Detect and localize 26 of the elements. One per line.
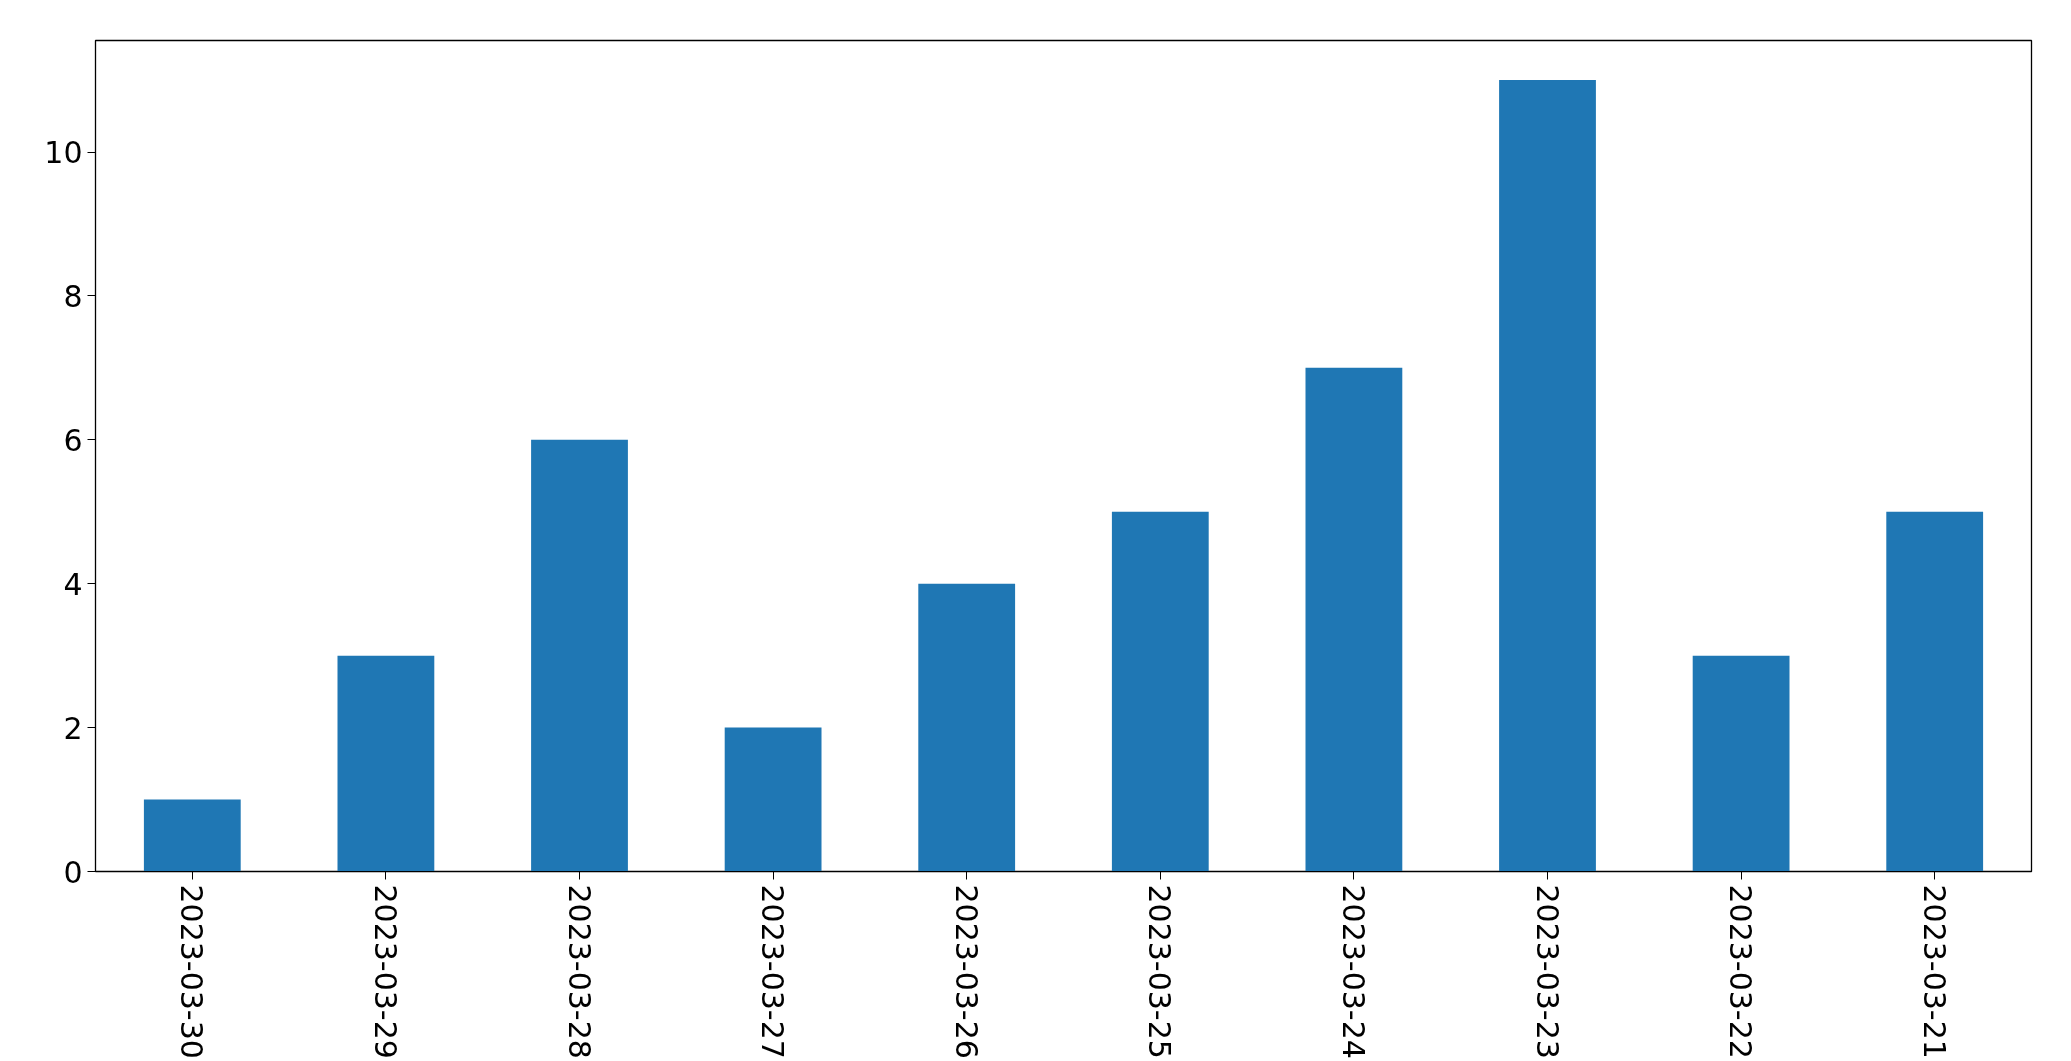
y-tick-label: 6 <box>63 422 83 458</box>
x-tick-label: 2023-03-30 <box>174 884 210 1059</box>
x-tick-label: 2023-03-21 <box>1916 884 1952 1059</box>
y-tick-label: 2 <box>63 710 83 746</box>
bar <box>143 799 241 872</box>
x-tick-label: 2023-03-23 <box>1529 884 1565 1059</box>
y-tick-label: 8 <box>63 278 83 314</box>
y-tick-label: 10 <box>44 135 83 171</box>
x-tick-label: 2023-03-29 <box>367 884 403 1059</box>
x-tick-label: 2023-03-22 <box>1723 884 1759 1059</box>
bar <box>1886 511 1984 872</box>
y-tick-label: 0 <box>63 854 83 890</box>
bar <box>1111 511 1209 872</box>
bar <box>1305 367 1403 872</box>
bar <box>1692 655 1790 872</box>
y-tick-label: 4 <box>63 566 83 602</box>
bar <box>531 439 628 872</box>
bar <box>337 655 435 872</box>
x-tick-label: 2023-03-28 <box>561 884 597 1059</box>
bar <box>1499 80 1596 872</box>
x-tick-label: 2023-03-25 <box>1142 884 1178 1059</box>
x-tick-label: 2023-03-27 <box>755 884 791 1059</box>
bar <box>724 727 822 872</box>
x-tick-label: 2023-03-26 <box>948 884 984 1059</box>
x-tick-label: 2023-03-24 <box>1335 884 1371 1059</box>
bar <box>918 583 1016 872</box>
